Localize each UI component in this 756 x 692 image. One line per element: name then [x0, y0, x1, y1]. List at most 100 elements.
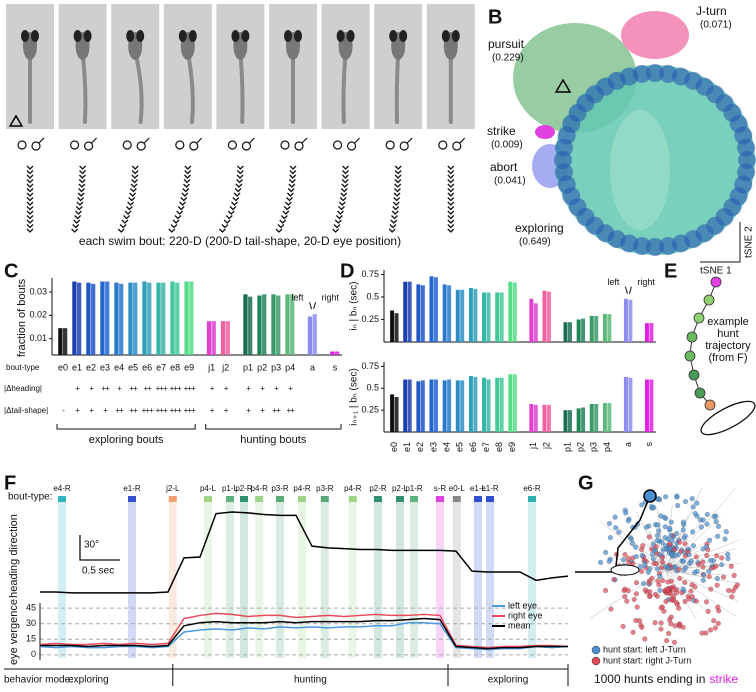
bar: [416, 381, 421, 432]
fish-eye: [389, 30, 398, 42]
bout-marker: [240, 496, 248, 502]
bar: [644, 323, 649, 342]
legend-label: mean: [508, 620, 531, 630]
hunt-end: [608, 606, 614, 612]
bar: [420, 285, 425, 342]
tail-chevron: [277, 224, 285, 229]
bout-shade: [452, 502, 461, 658]
bout-label: p1-R: [405, 484, 423, 493]
hunt-end: [672, 564, 678, 570]
hunt-end: [711, 565, 717, 571]
hunt-end: [652, 591, 658, 597]
bar: [114, 282, 119, 355]
category-label: p3: [589, 442, 599, 452]
bar: [403, 379, 408, 432]
row-mark: +: [210, 406, 215, 415]
fish-outline: [700, 400, 756, 436]
bar: [542, 290, 547, 342]
eye-icon: [17, 140, 27, 150]
bout-label: p3-R: [316, 484, 334, 493]
hunt-end: [690, 543, 697, 549]
bar: [581, 407, 586, 432]
bar: [442, 284, 447, 342]
tail-chevron: [393, 192, 401, 197]
hunt-end: [652, 620, 658, 626]
tail-chevron: [392, 201, 400, 206]
category-label: j1: [207, 362, 215, 372]
bar: [533, 303, 538, 342]
bout-label: p4-L: [200, 484, 217, 493]
category-label: e0: [389, 442, 399, 452]
tail-chevron: [391, 215, 398, 220]
bar: [508, 281, 513, 342]
tail-chevron: [394, 170, 402, 175]
bar: [175, 282, 180, 355]
tail-chevron: [26, 183, 34, 188]
hunt-end: [668, 519, 674, 525]
eye-line: [39, 621, 569, 651]
eye-icon: [301, 137, 308, 144]
hunt-end: [689, 496, 695, 502]
hunt-end: [715, 523, 722, 529]
hunt-end: [630, 629, 636, 635]
hunt-end: [694, 500, 700, 506]
eye-icon: [354, 137, 361, 144]
bout-type-label: bout-type:: [8, 492, 52, 503]
hunt-end: [657, 587, 663, 593]
tail-chevron: [73, 219, 81, 224]
tail-chevron: [170, 224, 178, 229]
hunt-end: [658, 605, 664, 611]
hunt-end: [661, 608, 667, 614]
row-mark: ++: [129, 384, 138, 393]
hunt-end: [680, 527, 686, 533]
hunt-end: [616, 529, 622, 535]
cluster-fraction: (0.071): [700, 20, 732, 31]
category-label: e6: [142, 362, 152, 372]
tail-chevron: [447, 174, 455, 179]
tail-chevron: [332, 228, 340, 233]
legend-label: left: [292, 293, 305, 303]
category-label: e9: [184, 362, 194, 372]
cluster-fraction: (0.229): [492, 53, 524, 64]
bar: [225, 321, 230, 355]
bar: [334, 351, 340, 355]
bout-label: e1-R: [123, 484, 141, 493]
hunt-path: [664, 569, 738, 602]
tsne-y: tSNE 2: [744, 226, 755, 258]
hunt-end: [656, 582, 662, 588]
hunt-end: [674, 600, 680, 606]
eye-icon: [143, 137, 150, 144]
hunt-end: [668, 621, 674, 627]
bar: [390, 394, 395, 432]
hunt-end: [700, 559, 706, 565]
bar: [276, 295, 281, 355]
hunt-end: [661, 514, 667, 520]
row-mark: +: [246, 406, 251, 415]
hunt-end: [642, 587, 648, 593]
hunt-end: [625, 518, 631, 524]
tail-chevron: [234, 188, 242, 193]
tail-chevron: [394, 179, 402, 184]
cluster-rim: [646, 238, 664, 256]
tail-chevron: [75, 210, 82, 215]
bar: [170, 281, 175, 355]
hunt-end: [680, 519, 686, 525]
row-mark: +++: [156, 406, 168, 415]
bout-marker: [204, 496, 212, 502]
hunt-end: [708, 586, 714, 592]
tail-chevron: [218, 228, 226, 233]
tail-chevron: [177, 206, 185, 211]
fish-eye: [136, 30, 145, 42]
bar: [403, 281, 408, 342]
y-tick-label: 0.5: [366, 383, 379, 393]
fish-frame: [111, 4, 160, 129]
bar: [91, 283, 96, 355]
category-label: e1: [72, 362, 82, 372]
hunt-end: [665, 579, 671, 585]
bar: [161, 282, 166, 355]
hunt-end: [634, 604, 640, 610]
y-tick-label: 0: [31, 649, 36, 659]
hunt-end: [731, 572, 737, 578]
hunt-end: [726, 587, 732, 594]
hunt-end: [659, 539, 665, 545]
